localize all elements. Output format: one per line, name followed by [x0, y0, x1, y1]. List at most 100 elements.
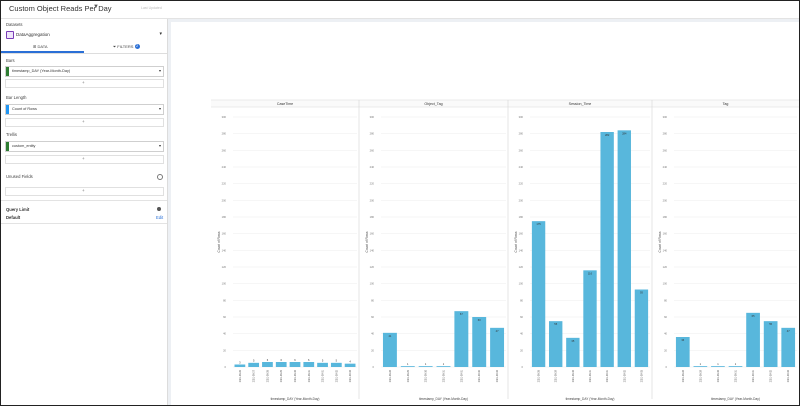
- y-tick-label: 140: [222, 248, 227, 252]
- x-tick-label: 2021-09-01: [606, 369, 609, 382]
- plus-icon: +: [82, 119, 85, 124]
- panel-title: CaseTime: [277, 102, 293, 106]
- data-label: 5: [336, 359, 338, 363]
- x-tick-label: 2021-08-29: [699, 369, 702, 382]
- data-label: 116: [588, 271, 593, 275]
- x-tick-label: 2021-08-29: [407, 369, 410, 382]
- info-icon[interactable]: [157, 174, 163, 180]
- bars-label: Bars: [6, 58, 15, 63]
- bar: [234, 364, 246, 367]
- y-tick-label: 180: [370, 215, 375, 219]
- bars-add-field[interactable]: +: [5, 79, 164, 88]
- x-tick-label: 2021-09-03: [349, 369, 352, 382]
- plus-icon: +: [82, 156, 85, 161]
- filter-count-badge: 2: [134, 44, 140, 50]
- data-label: 1: [735, 362, 737, 366]
- bar-length-add-field[interactable]: +: [5, 118, 164, 127]
- y-tick-label: 20: [664, 348, 667, 352]
- bar-length-field[interactable]: Count of Rows ▾: [5, 104, 164, 115]
- y-axis-label: Count of Rows: [658, 231, 662, 252]
- title-dropdown-icon[interactable]: ▼: [93, 4, 99, 10]
- y-tick-label: 160: [370, 232, 375, 236]
- trellis-field[interactable]: custom_entity ▾: [5, 141, 164, 152]
- data-label: 47: [787, 329, 790, 333]
- y-tick-label: 80: [520, 298, 523, 302]
- y-tick-label: 100: [663, 282, 668, 286]
- bar: [400, 366, 415, 367]
- y-tick-label: 200: [663, 198, 668, 202]
- y-tick-label: 20: [223, 348, 226, 352]
- x-tick-label: 2021-08-30: [294, 369, 297, 382]
- y-tick-label: 120: [663, 265, 668, 269]
- trellis-label: Trellis: [6, 132, 18, 137]
- y-tick-label: 140: [370, 248, 375, 252]
- x-tick-label: 2021-08-31: [735, 369, 738, 382]
- data-label: 60: [478, 318, 481, 322]
- x-axis-label: timestamp_DAY (Year-Month-Day): [566, 397, 615, 401]
- bars-field[interactable]: timestamp_DAY (Year-Month-Day) ▾: [5, 66, 164, 77]
- y-tick-label: 280: [222, 132, 227, 136]
- y-tick-label: 0: [373, 365, 375, 369]
- data-label: 6: [308, 358, 310, 362]
- trellis-add-field[interactable]: +: [5, 155, 164, 164]
- query-limit-label: Query Limit: [6, 207, 30, 212]
- bar: [454, 311, 469, 367]
- sidebar-tabs: ⊞ DATA ⏷ FILTERS 2: [1, 42, 167, 54]
- y-tick-label: 220: [222, 182, 227, 186]
- divider: [1, 200, 167, 201]
- top-bar: Custom Object Reads Per Day ▼ Last Updat…: [1, 1, 799, 19]
- x-tick-label: 2021-08-29: [555, 369, 558, 382]
- x-tick-label: 2021-09-03: [787, 369, 790, 382]
- data-label: 47: [496, 329, 499, 333]
- x-tick-label: 2021-09-02: [335, 369, 338, 382]
- chevron-down-icon[interactable]: ▾: [158, 106, 161, 111]
- bar: [262, 362, 273, 367]
- tab-data[interactable]: ⊞ DATA: [33, 44, 48, 49]
- data-label: 5: [322, 359, 324, 363]
- data-label: 6: [280, 358, 282, 362]
- bar: [303, 362, 315, 367]
- plus-icon: +: [82, 80, 85, 85]
- data-label: 36: [681, 338, 684, 342]
- y-tick-label: 60: [664, 315, 667, 319]
- bar: [728, 366, 743, 367]
- data-label: 6: [294, 358, 296, 362]
- bar: [275, 362, 287, 367]
- data-label: 1: [717, 362, 719, 366]
- y-tick-label: 180: [519, 215, 524, 219]
- y-tick-label: 240: [663, 165, 668, 169]
- tab-filters[interactable]: ⏷ FILTERS 2: [113, 44, 140, 50]
- data-label: 1: [700, 362, 702, 366]
- sidebar: Datasets DataAggregation ▾ ⊞ DATA ⏷ FILT…: [1, 19, 168, 405]
- info-icon[interactable]: [157, 207, 161, 211]
- x-tick-label: 2021-09-02: [770, 369, 773, 382]
- bar: [382, 332, 397, 367]
- data-label: 1: [425, 362, 427, 366]
- y-tick-label: 60: [371, 315, 374, 319]
- dimension-color-marker: [6, 142, 9, 151]
- x-tick-label: 2021-08-28: [389, 369, 392, 382]
- unused-fields-drop[interactable]: +: [5, 187, 164, 196]
- y-tick-label: 0: [666, 365, 668, 369]
- bar: [330, 362, 342, 367]
- x-tick-label: 2021-09-01: [460, 369, 463, 382]
- x-tick-label: 2021-09-02: [478, 369, 481, 382]
- y-tick-label: 60: [520, 315, 523, 319]
- y-tick-label: 200: [370, 198, 375, 202]
- chevron-down-icon[interactable]: ▾: [158, 143, 161, 148]
- data-label: 55: [769, 322, 772, 326]
- edit-link[interactable]: Edit: [156, 215, 164, 220]
- panel-title: Session_Time: [569, 102, 592, 106]
- chevron-down-icon[interactable]: ▾: [158, 68, 161, 73]
- bar-length-label: Bar Length: [6, 95, 27, 100]
- y-tick-label: 0: [522, 365, 524, 369]
- bar: [617, 130, 631, 367]
- y-tick-label: 40: [223, 332, 226, 336]
- x-tick-label: 2021-09-03: [640, 369, 643, 382]
- y-tick-label: 300: [519, 115, 524, 119]
- dataset-selector[interactable]: DataAggregation ▾: [6, 31, 162, 39]
- chevron-down-icon[interactable]: ▾: [159, 31, 162, 37]
- query-limit-value: Default: [6, 215, 21, 220]
- y-tick-label: 160: [222, 232, 227, 236]
- y-tick-label: 160: [663, 232, 668, 236]
